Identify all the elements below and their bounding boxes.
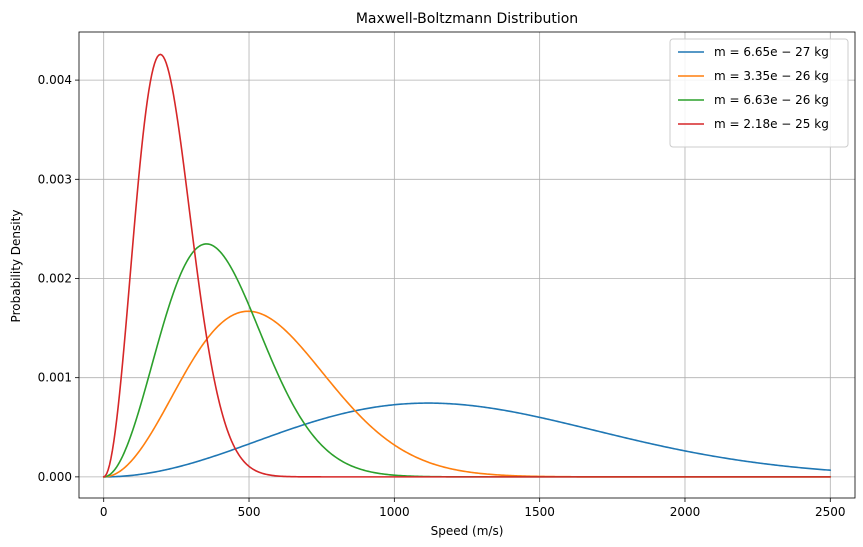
chart-title: Maxwell-Boltzmann Distribution bbox=[356, 11, 578, 27]
x-tick-label: 1500 bbox=[524, 505, 555, 519]
y-tick-label: 0.001 bbox=[38, 371, 72, 385]
legend-label-4: m = 2.18e − 25 kg bbox=[714, 117, 829, 131]
y-tick-label: 0.000 bbox=[38, 470, 72, 484]
legend: m = 6.65e − 27 kg m = 3.35e − 26 kg m = 6.… bbox=[669, 38, 849, 148]
x-tick-label: 2000 bbox=[670, 505, 701, 519]
legend-label-3: m = 6.63e − 26 kg bbox=[714, 93, 829, 107]
axes: 0 500 1000 1500 2000 2500 0.000 0.001 0.002 0.003… bbox=[38, 31, 856, 519]
x-axis-label: Speed (m/s) bbox=[431, 524, 504, 538]
x-tick-label: 2500 bbox=[815, 505, 846, 519]
y-tick-label: 0.002 bbox=[38, 271, 72, 285]
x-tick-label: 0 bbox=[100, 505, 108, 519]
legend-box bbox=[669, 38, 849, 148]
series-layer bbox=[102, 53, 832, 478]
x-tick-label: 1000 bbox=[379, 505, 410, 519]
plot-frame bbox=[78, 31, 856, 499]
legend-label-1: m = 6.65e − 27 kg bbox=[714, 45, 829, 59]
series-line-1 bbox=[102, 402, 832, 478]
series-line-4 bbox=[102, 53, 832, 478]
y-axis-label: Probability Density bbox=[9, 210, 23, 323]
x-tick-label: 500 bbox=[238, 505, 261, 519]
legend-label-2: m = 3.35e − 26 kg bbox=[714, 69, 829, 83]
y-tick-label: 0.004 bbox=[38, 73, 72, 87]
y-tick-label: 0.003 bbox=[38, 172, 72, 186]
